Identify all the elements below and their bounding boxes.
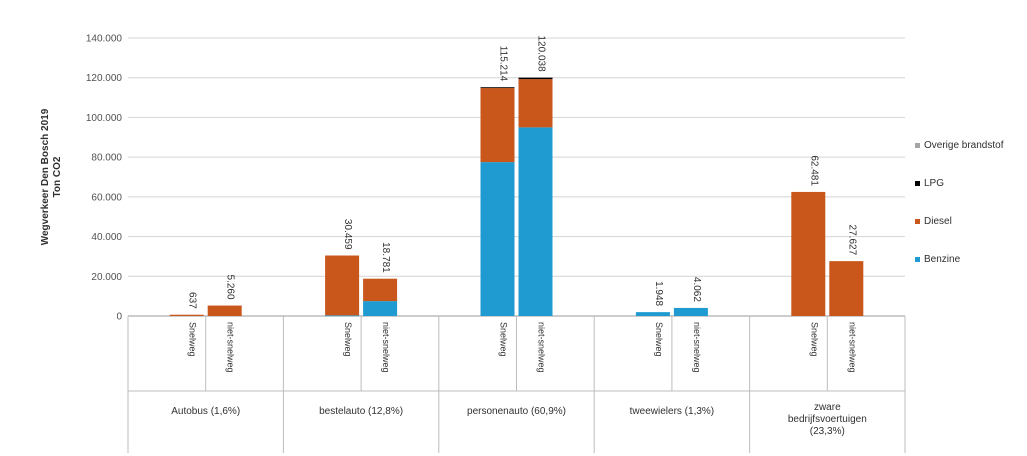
y-axis-label: Wegverkeer Den Bosch 2019Ton CO2 [40,108,63,245]
y-tick-label: 20.000 [91,272,122,283]
bar-segment-diesel [169,314,204,316]
category-label: Autobus (1,6%) [171,406,240,417]
legend-label: Overige brandstof [924,140,1004,151]
category-label: bestelauto (12,8%) [319,406,403,417]
data-labels: 637 5.260 30.459 18.781 115.214 120.038 1.948 4… [187,35,858,309]
y-axis: 0 20.000 40.000 60.000 80.000 100.000 120.000 1… [86,34,123,323]
bar-total-label: 27.627 [846,225,857,256]
category-label: zware bedrijfsvoertuigen (23,3%) [788,402,867,437]
bar-segment-diesel [480,88,515,163]
legend-swatch [915,181,920,186]
bar-segment-diesel [363,278,398,302]
bar-total-label: 30.459 [342,219,353,250]
bar-total-label: 4.062 [691,277,702,302]
legend-swatch [915,219,920,224]
bar-segment-diesel [518,79,553,128]
y-tick-label: 0 [116,312,122,323]
sub-category-label: Snelweg [188,322,198,357]
bar-segment-diesel [829,261,864,316]
bar-segment-diesel [207,305,242,316]
y-tick-label: 80.000 [91,153,122,164]
bar-segment-benzine [363,301,398,316]
bar-segment-diesel [325,255,360,316]
y-tick-label: 60.000 [91,192,122,203]
bar-total-label: 1.948 [653,281,664,306]
grid-lines [128,37,905,317]
sub-category-label: niet-snelweg [847,322,857,373]
bar-segment-benzine [673,307,708,316]
bar-segment-benzine [480,162,515,316]
sub-category-label: niet-snelweg [226,322,236,373]
sub-category-label: Snelweg [809,322,819,357]
bar-segment-benzine [518,127,553,316]
category-label: personenauto (60,9%) [467,406,566,417]
bar-segment-lpg [518,77,553,80]
y-tick-label: 140.000 [86,34,123,45]
bar-segment-benzine [635,312,670,316]
y-tick-label: 100.000 [86,113,123,124]
y-tick-label: 120.000 [86,73,123,84]
bar-total-label: 637 [187,292,198,309]
bar-total-label: 120.038 [536,35,547,72]
bar-segment-diesel [791,191,826,316]
sub-category-label: Snelweg [499,322,509,357]
bar-total-label: 62.481 [808,155,819,186]
bar-total-label: 5.260 [225,275,236,300]
category-axis: Snelweg niet-snelweg Autobus (1,6%) Snelweg… [127,316,906,453]
legend: Overige brandstof LPG Diesel Benzine [915,140,1004,265]
legend-swatch [915,257,920,262]
sub-category-label: Snelweg [343,322,353,357]
legend-label: LPG [924,178,944,189]
bar-total-label: 18.781 [380,242,391,273]
sub-category-label: Snelweg [654,322,664,357]
category-label: tweewielers (1,3%) [630,406,714,417]
legend-swatch [915,143,920,148]
legend-label: Benzine [924,254,961,265]
bar-segment-lpg [480,87,515,89]
sub-category-label: niet-snelweg [692,322,702,373]
sub-category-label: niet-snelweg [381,322,391,373]
bar-total-label: 115.214 [498,46,509,82]
legend-label: Diesel [924,216,952,227]
sub-category-label: niet-snelweg [537,322,547,373]
y-tick-label: 40.000 [91,232,122,243]
bars [169,77,864,317]
bar-segment-benzine [325,315,360,317]
